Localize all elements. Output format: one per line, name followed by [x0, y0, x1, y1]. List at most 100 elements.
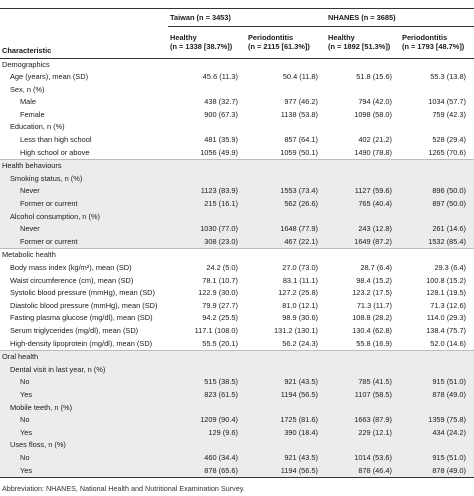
row-label: Systolic blood pressure (mmHg), mean (SD… — [10, 288, 155, 298]
cell-value: 108.8 (28.2) — [352, 313, 393, 323]
cell-value: 138.4 (75.7) — [426, 325, 467, 335]
cell-value: 857 (64.1) — [284, 135, 319, 145]
cell-value: 28.7 (6.4) — [360, 263, 393, 272]
cell-value: 434 (24.2) — [400, 426, 474, 440]
cell-value: 71.3 (11.7) — [356, 300, 393, 310]
row-label: Yes — [0, 464, 168, 479]
row-label: Serum triglycerides (mg/dl), mean (SD) — [10, 325, 139, 335]
cell-value: 1138 (53.8) — [280, 109, 319, 119]
row-label: Education, n (%) — [10, 122, 65, 132]
cell-value: 1649 (87.2) — [326, 235, 401, 249]
row-label: Diastolic blood pressure (mmHg), mean (S… — [10, 300, 158, 310]
row-label: Former or current — [0, 198, 168, 211]
cell-value: 921 (43.5) — [246, 451, 327, 465]
cell-value: 130.4 (62.8) — [352, 325, 393, 335]
column-header: Healthy (n = 1892 [51.3%]) — [326, 26, 401, 59]
cell-value: 481 (35.9) — [204, 135, 238, 145]
row-label: No — [0, 414, 168, 427]
cell-value: 261 (14.6) — [400, 223, 474, 236]
data-row: Diastolic blood pressure (mmHg), mean (S… — [0, 300, 474, 313]
row-label: Uses floss, n (%) — [0, 439, 474, 452]
group-header: NHANES (n = 3685) — [326, 8, 474, 27]
row-label: High-density lipoprotein (mg/dl), mean (… — [10, 338, 153, 348]
subheading-row: Sex, n (%) — [0, 84, 474, 97]
cell-value: 896 (50.0) — [400, 185, 474, 199]
cell-value: 50.4 (11.8) — [282, 72, 319, 82]
cell-value: 765 (40.4) — [326, 198, 401, 211]
data-row: Waist circumference (cm), mean (SD) 78.1 … — [0, 275, 474, 288]
data-row: Systolic blood pressure (mmHg), mean (SD… — [0, 287, 474, 300]
cell-value: 921 (43.5) — [246, 376, 327, 389]
cell-value: 878 (65.6) — [168, 464, 246, 479]
row-label: Male — [20, 97, 37, 107]
table-body: Demographics Age (years), mean (SD) 45.6 (… — [0, 57, 474, 479]
cell-value: 438 (32.7) — [204, 97, 238, 107]
cell-value: 915 (51.0) — [400, 451, 474, 465]
column-header: Periodontitis (n = 1793 [48.7%]) — [400, 26, 474, 59]
cell-value: 1359 (75.8) — [400, 414, 474, 427]
row-label: Fasting plasma glucose (mg/dl), mean (SD… — [10, 313, 153, 323]
subheading-row: Education, n (%) — [0, 121, 474, 134]
row-label: Yes — [0, 388, 168, 402]
data-row: Age (years), mean (SD) 45.6 (11.3) 50.4 (1… — [0, 71, 474, 84]
row-label: Alcohol consumption, n (%) — [0, 210, 474, 224]
cell-value: 129 (9.6) — [168, 426, 246, 440]
cell-value: 27.0 (73.0) — [282, 263, 319, 272]
data-row: Serum triglycerides (mg/dl), mean (SD) 11… — [0, 325, 474, 338]
cell-value: 98.9 (30.6) — [282, 313, 319, 323]
cell-value: 794 (42.0) — [358, 97, 393, 107]
cell-value: 1663 (87.9) — [326, 414, 401, 427]
cell-value: 55.8 (16.9) — [356, 338, 393, 348]
data-row: Male 438 (32.7) 977 (46.2) 794 (42.0) 1034 (… — [0, 96, 474, 109]
data-row: High school or above 1056 (49.9) 1059 (50.… — [0, 147, 474, 160]
data-row: No 515 (38.5) 921 (43.5) 785 (41.5) 915 (51.… — [0, 376, 474, 389]
row-label: Dental visit in last year, n (%) — [0, 363, 474, 377]
cell-value: 55.5 (20.1) — [202, 338, 238, 348]
row-label: Female — [20, 109, 45, 119]
section-row: Metabolic health — [0, 248, 474, 262]
cell-value: 1034 (57.7) — [428, 97, 467, 107]
cell-value: 45.6 (11.3) — [202, 72, 238, 82]
cell-value: 759 (42.3) — [432, 109, 467, 119]
data-row: High-density lipoprotein (mg/dl), mean (… — [0, 338, 474, 351]
cell-value: 1098 (58.0) — [354, 109, 393, 119]
cell-value: 1056 (49.9) — [200, 147, 238, 157]
cell-value: 81.0 (12.1) — [282, 300, 319, 310]
table: Taiwan (n = 3453) NHANES (n = 3685) Char… — [0, 8, 474, 479]
subheading-row: Mobile teeth, n (%) — [0, 401, 474, 415]
column-header: Characteristic — [0, 26, 168, 59]
cell-value: 114.0 (29.3) — [426, 313, 467, 323]
cell-value: 79.9 (27.7) — [202, 300, 238, 310]
section-row: Demographics — [0, 57, 474, 72]
cell-value: 229 (12.1) — [326, 426, 401, 440]
row-label: Body mass index (kg/m²), mean (SD) — [10, 263, 132, 272]
data-row: Never 1123 (83.9) 1553 (73.4) 1127 (59.6) 89… — [0, 185, 474, 199]
cell-value: 117.1 (108.0) — [194, 325, 238, 335]
cell-value: 515 (38.5) — [168, 376, 246, 389]
cell-value: 878 (46.4) — [326, 464, 401, 479]
row-label: Less than high school — [20, 135, 92, 145]
data-row: No 1209 (90.4) 1725 (81.6) 1663 (87.9) 1359 … — [0, 414, 474, 427]
row-label: No — [0, 451, 168, 465]
cell-value: 785 (41.5) — [326, 376, 401, 389]
data-row: Former or current 215 (16.1) 562 (26.6) 765… — [0, 198, 474, 211]
section-row: Oral health — [0, 350, 474, 364]
row-label: High school or above — [20, 147, 90, 157]
data-row: Yes 823 (61.5) 1194 (56.5) 1107 (58.5) 878 (… — [0, 388, 474, 402]
cell-value: 100.8 (15.2) — [426, 275, 467, 285]
cell-value: 83.1 (11.1) — [282, 275, 319, 285]
cell-value: 1014 (53.6) — [326, 451, 401, 465]
cell-value: 71.3 (12.6) — [430, 300, 467, 310]
data-row: Less than high school 481 (35.9) 857 (64.1… — [0, 134, 474, 147]
cell-value: 123.2 (17.5) — [352, 288, 393, 298]
cell-value: 1123 (83.9) — [168, 185, 246, 199]
cell-value: 52.0 (14.6) — [430, 338, 467, 348]
cell-value: 915 (51.0) — [400, 376, 474, 389]
section-row: Health behaviours — [0, 159, 474, 173]
row-label: Mobile teeth, n (%) — [0, 401, 474, 415]
cell-value: 78.1 (10.7) — [202, 275, 238, 285]
cell-value: 1553 (73.4) — [246, 185, 327, 199]
cell-value: 467 (22.1) — [246, 235, 327, 249]
cell-value: 98.4 (15.2) — [356, 275, 393, 285]
